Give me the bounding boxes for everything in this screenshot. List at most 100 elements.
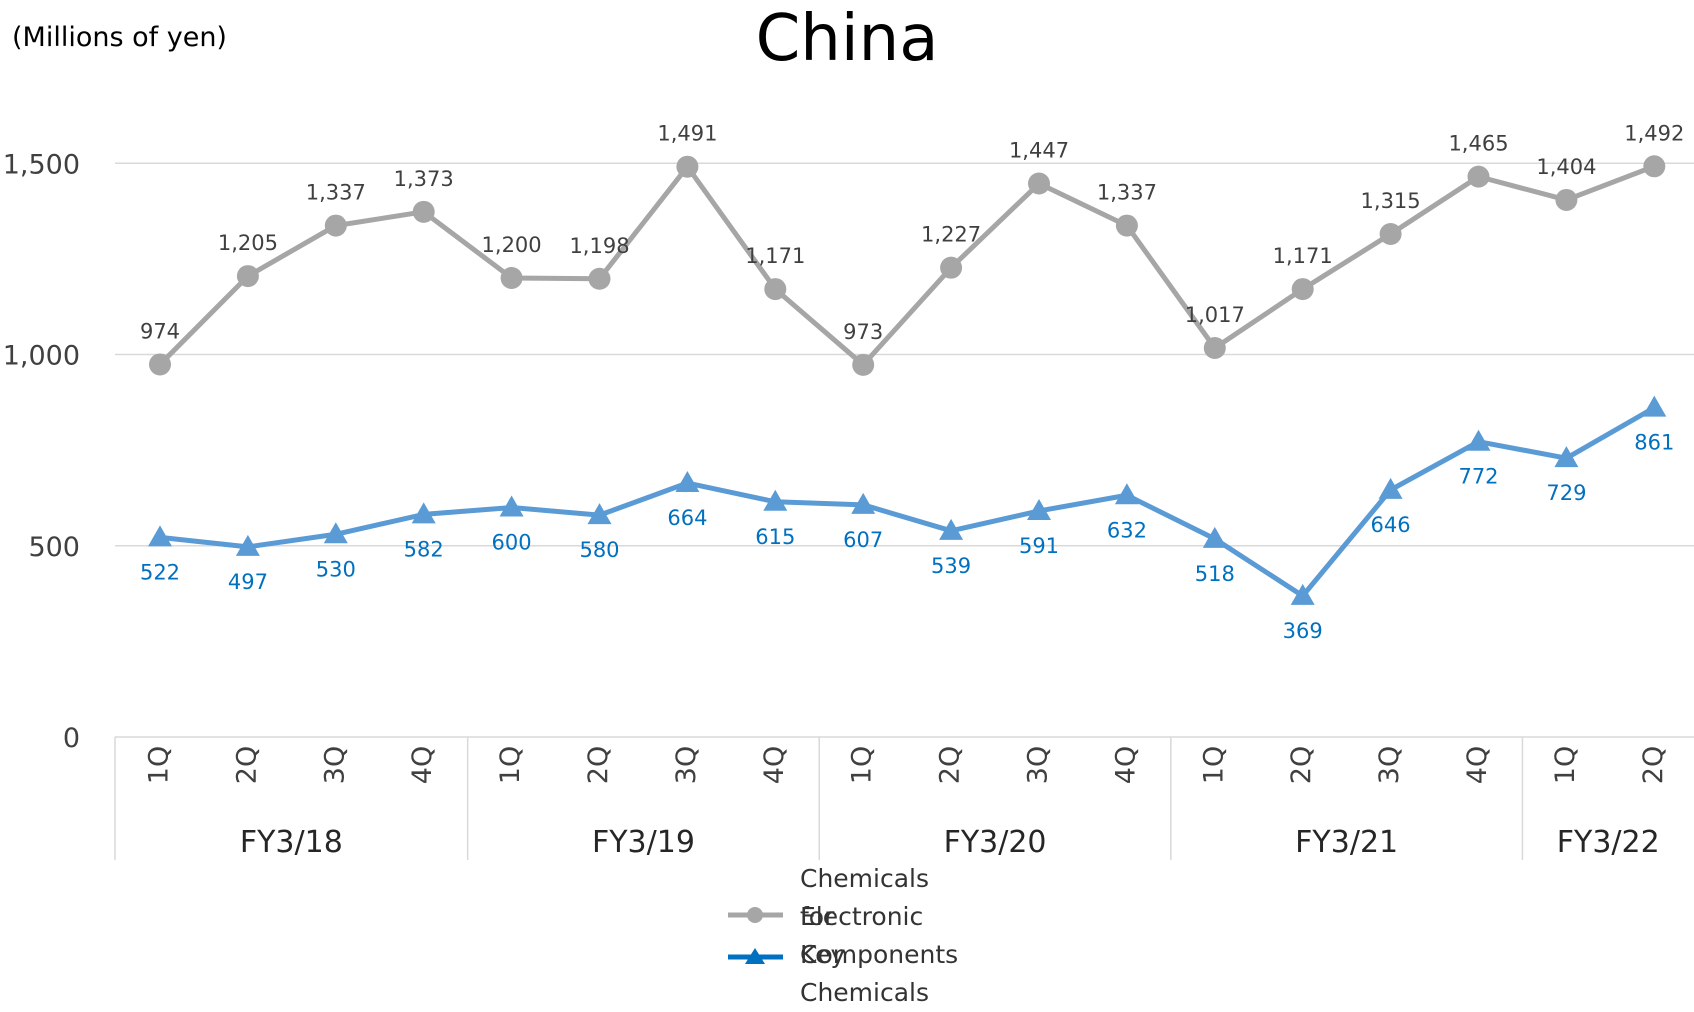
data-point: [1028, 172, 1050, 195]
data-label: 580: [579, 538, 619, 562]
data-point: [939, 518, 964, 540]
data-point: [499, 495, 524, 517]
data-point: [587, 503, 612, 525]
legend-swatch-circle-icon: [728, 907, 783, 923]
x-category-label: 3Q: [319, 746, 350, 784]
x-category-label: 1Q: [1198, 746, 1229, 784]
x-category-label: 1Q: [1550, 746, 1581, 784]
legend-label-electronic-line2: Electronic Components: [800, 902, 959, 969]
data-label: 582: [404, 537, 444, 561]
data-label: 1,227: [921, 223, 981, 247]
data-point: [324, 214, 347, 237]
data-point: [851, 492, 876, 514]
data-label: 1,447: [1009, 139, 1069, 163]
x-category-label: 3Q: [671, 746, 702, 784]
data-point: [764, 278, 787, 301]
data-point: [323, 522, 348, 544]
data-point: [1466, 429, 1491, 451]
data-point: [235, 534, 260, 556]
data-label: 522: [140, 560, 180, 584]
data-point: [675, 471, 700, 493]
data-label: 1,337: [1097, 181, 1157, 205]
data-point: [1378, 477, 1403, 499]
data-label: 1,373: [394, 167, 454, 191]
x-category-label: 1Q: [495, 746, 526, 784]
y-tick-label: 0: [63, 723, 80, 754]
x-category-label: 2Q: [583, 746, 614, 784]
unit-label: (Millions of yen): [12, 22, 227, 53]
data-label: 591: [1019, 534, 1059, 558]
x-group-label: FY3/18: [240, 825, 343, 860]
data-label: 1,491: [657, 122, 717, 146]
legend-label-key: Key Chemicals: [800, 940, 930, 1007]
legend-label-electronic-line1: Chemicals for: [800, 864, 930, 931]
data-point: [411, 502, 436, 524]
legend-swatch-triangle-icon: [728, 948, 783, 964]
y-tick-label: 1,500: [3, 149, 80, 180]
x-group-label: FY3/19: [592, 825, 695, 860]
data-label: 632: [1107, 518, 1147, 542]
data-label: 530: [316, 557, 356, 581]
data-point: [676, 155, 699, 178]
data-point: [148, 525, 172, 547]
x-category-label: 4Q: [759, 746, 790, 784]
x-category-label: 3Q: [1374, 746, 1405, 784]
data-point: [763, 489, 788, 511]
data-label: 1,465: [1448, 132, 1508, 156]
data-label: 1,198: [569, 234, 629, 258]
data-point: [588, 267, 611, 290]
data-label: 973: [843, 320, 883, 344]
line-chart: 0 500 1,000 1,500 1Q 2Q 3Q 4Q 1Q 2Q 3Q 4Q 1Q 2Q 3Q 4Q 1Q…: [3, 121, 1694, 860]
data-label: 1,315: [1361, 189, 1421, 213]
data-label: 1,492: [1624, 121, 1684, 145]
series-line: [158, 163, 1656, 368]
data-label: 615: [755, 525, 795, 549]
data-label: 1,337: [306, 181, 366, 205]
data-label: 664: [667, 506, 707, 530]
x-category-label: 1Q: [847, 746, 878, 784]
data-label: 646: [1371, 513, 1411, 537]
data-point: [1291, 278, 1314, 301]
data-point: [1555, 188, 1578, 211]
data-point: [412, 200, 435, 223]
data-label: 607: [843, 528, 883, 552]
data-point: [1467, 165, 1490, 188]
x-category-label: 4Q: [1110, 746, 1141, 784]
x-category-label: 2Q: [231, 746, 262, 784]
data-label: 497: [228, 570, 268, 594]
data-point: [1202, 526, 1227, 548]
data-label: 1,171: [745, 244, 805, 268]
x-category-label: 1Q: [144, 746, 175, 784]
data-label: 600: [492, 531, 532, 555]
x-category-label: 3Q: [1023, 746, 1054, 784]
x-group-label: FY3/21: [1295, 825, 1398, 860]
data-label: 1,205: [218, 231, 278, 255]
x-group-label: FY3/20: [944, 825, 1047, 860]
x-category-label: 2Q: [1638, 746, 1669, 784]
data-point: [852, 353, 875, 376]
data-point: [1290, 583, 1315, 605]
data-point: [1554, 446, 1579, 468]
data-label: 518: [1195, 562, 1235, 586]
x-category-label: 4Q: [407, 746, 438, 784]
x-category-label: 4Q: [1462, 746, 1493, 784]
chart-title: China: [755, 2, 939, 76]
y-tick-label: 500: [28, 532, 80, 563]
data-label: 1,171: [1273, 244, 1333, 268]
data-point: [149, 353, 171, 376]
data-point: [1203, 336, 1226, 359]
data-point: [1115, 214, 1138, 237]
data-point: [1027, 498, 1051, 520]
data-label: 861: [1634, 431, 1674, 455]
data-label: 974: [140, 319, 180, 343]
data-label: 1,404: [1536, 155, 1596, 179]
data-label: 369: [1283, 619, 1323, 643]
data-label: 1,200: [482, 233, 542, 257]
y-tick-label: 1,000: [3, 341, 80, 372]
data-point: [1643, 155, 1666, 178]
x-group-label: FY3/22: [1557, 825, 1660, 860]
data-point: [236, 265, 259, 288]
data-point: [1114, 483, 1139, 505]
data-point: [940, 256, 963, 279]
data-point: [1379, 223, 1402, 246]
